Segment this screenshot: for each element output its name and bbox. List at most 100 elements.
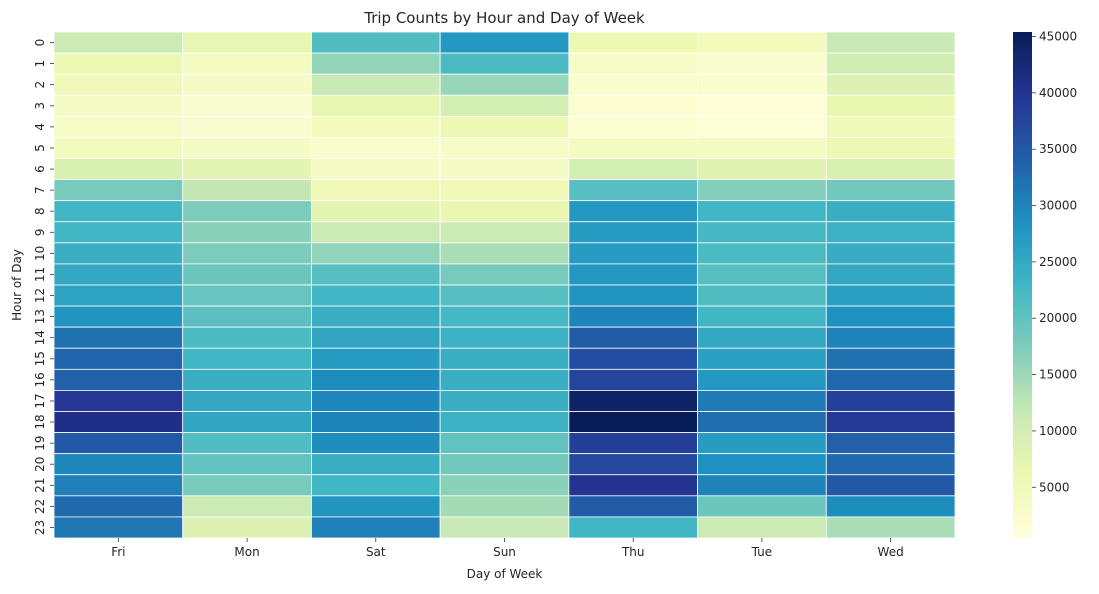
y-tick-label-0: 0 <box>33 39 47 47</box>
heatmap-cell-fri-23 <box>53 516 184 539</box>
heatmap-cell-thu-21 <box>568 474 698 497</box>
heatmap-cell-mon-19 <box>182 432 312 455</box>
heatmap-cell-tue-22 <box>697 495 827 518</box>
y-tick-label-15: 15 <box>33 351 47 366</box>
heatmap-cell-sat-22 <box>311 495 441 518</box>
y-tick-label-3: 3 <box>33 102 47 110</box>
heatmap-cell-tue-7 <box>697 179 827 202</box>
y-tick-label-7: 7 <box>33 186 47 194</box>
y-tick-label-22: 22 <box>33 499 47 514</box>
heatmap-cell-mon-12 <box>182 284 312 307</box>
y-tick-label-9: 9 <box>33 228 47 236</box>
heatmap-cell-fri-22 <box>53 495 184 518</box>
heatmap-cell-mon-16 <box>182 368 312 391</box>
heatmap-cell-mon-18 <box>182 411 312 433</box>
heatmap-cell-sun-8 <box>439 200 570 223</box>
heatmap-cell-sat-3 <box>311 94 441 117</box>
colorbar-tick-label-10000: 10000 <box>1039 424 1077 438</box>
heatmap-cell-thu-13 <box>568 305 698 328</box>
y-tick-label-21: 21 <box>33 478 47 493</box>
heatmap-cell-wed-1 <box>825 52 956 75</box>
y-tick-label-13: 13 <box>33 309 47 324</box>
heatmap-cell-sat-0 <box>311 31 441 54</box>
heatmap-cell-wed-11 <box>825 263 956 286</box>
heatmap-cell-mon-5 <box>182 137 312 159</box>
heatmap-cell-fri-17 <box>53 390 184 412</box>
heatmap-cell-wed-5 <box>825 137 956 159</box>
y-tick-label-5: 5 <box>33 144 47 152</box>
heatmap-cell-fri-16 <box>53 368 184 391</box>
heatmap-cell-sat-18 <box>311 411 441 433</box>
heatmap-cell-thu-11 <box>568 263 698 286</box>
heatmap-cell-wed-18 <box>825 411 956 433</box>
heatmap-cell-thu-5 <box>568 137 698 159</box>
heatmap-cell-wed-23 <box>825 516 956 539</box>
heatmap-cell-tue-0 <box>697 31 827 54</box>
colorbar-tick-label-5000: 5000 <box>1039 480 1070 494</box>
heatmap-cell-wed-8 <box>825 200 956 223</box>
heatmap-cell-wed-14 <box>825 326 956 349</box>
heatmap-cell-mon-15 <box>182 347 312 370</box>
heatmap-cell-sat-9 <box>311 221 441 244</box>
heatmap-cell-wed-19 <box>825 432 956 455</box>
heatmap-cell-thu-2 <box>568 73 698 96</box>
y-tick-label-14: 14 <box>33 330 47 345</box>
heatmap-cell-mon-11 <box>182 263 312 286</box>
colorbar-tick-label-25000: 25000 <box>1039 255 1077 269</box>
y-tick-label-6: 6 <box>33 165 47 173</box>
colorbar-tick-label-15000: 15000 <box>1039 368 1077 382</box>
heatmap-cell-sat-11 <box>311 263 441 286</box>
heatmap-cell-thu-18 <box>568 411 698 433</box>
heatmap-cell-tue-1 <box>697 52 827 75</box>
heatmap-cell-wed-15 <box>825 347 956 370</box>
heatmap-cell-tue-4 <box>697 115 827 138</box>
x-tick-label-tue: Tue <box>751 545 773 559</box>
heatmap-cell-mon-17 <box>182 390 312 412</box>
heatmap-cell-thu-20 <box>568 453 698 476</box>
heatmap-cell-mon-2 <box>182 73 312 96</box>
heatmap-cell-mon-10 <box>182 242 312 265</box>
heatmap-cell-sun-11 <box>439 263 570 286</box>
heatmap-cell-wed-21 <box>825 474 956 497</box>
heatmap-cell-tue-6 <box>697 158 827 180</box>
heatmap-cell-sat-12 <box>311 284 441 307</box>
heatmap-cell-sat-16 <box>311 368 441 391</box>
heatmap-cell-mon-20 <box>182 453 312 476</box>
heatmap-cell-sun-18 <box>439 411 570 433</box>
heatmap-cell-fri-13 <box>53 305 184 328</box>
heatmap-cell-sun-3 <box>439 94 570 117</box>
heatmap-cell-fri-20 <box>53 453 184 476</box>
x-tick-label-wed: Wed <box>878 545 904 559</box>
heatmap-cell-wed-2 <box>825 73 956 96</box>
heatmap-cell-thu-9 <box>568 221 698 244</box>
x-tick-label-mon: Mon <box>234 545 259 559</box>
heatmap-cell-sat-15 <box>311 347 441 370</box>
heatmap-cell-tue-18 <box>697 411 827 433</box>
heatmap-cell-mon-13 <box>182 305 312 328</box>
heatmap-cell-tue-11 <box>697 263 827 286</box>
heatmap-cell-sun-6 <box>439 158 570 180</box>
y-tick-label-4: 4 <box>33 123 47 131</box>
heatmap-cell-tue-12 <box>697 284 827 307</box>
x-tick-label-sat: Sat <box>366 545 386 559</box>
colorbar-tick-label-20000: 20000 <box>1039 311 1077 325</box>
heatmap-cell-fri-18 <box>53 411 184 433</box>
heatmap-cell-sun-0 <box>439 31 570 54</box>
y-tick-label-8: 8 <box>33 207 47 215</box>
heatmap-cell-sun-9 <box>439 221 570 244</box>
heatmap-cell-sat-14 <box>311 326 441 349</box>
heatmap-cell-wed-7 <box>825 179 956 202</box>
heatmap-cell-tue-8 <box>697 200 827 223</box>
heatmap-cell-mon-6 <box>182 158 312 180</box>
heatmap-cell-fri-1 <box>53 52 184 75</box>
heatmap-cell-mon-7 <box>182 179 312 202</box>
heatmap-cell-mon-23 <box>182 516 312 539</box>
heatmap-cell-sun-1 <box>439 52 570 75</box>
heatmap-cell-sat-2 <box>311 73 441 96</box>
heatmap-cell-fri-3 <box>53 94 184 117</box>
heatmap-cell-tue-2 <box>697 73 827 96</box>
heatmap-cell-thu-1 <box>568 52 698 75</box>
heatmap-cell-tue-19 <box>697 432 827 455</box>
heatmap-cell-wed-16 <box>825 368 956 391</box>
